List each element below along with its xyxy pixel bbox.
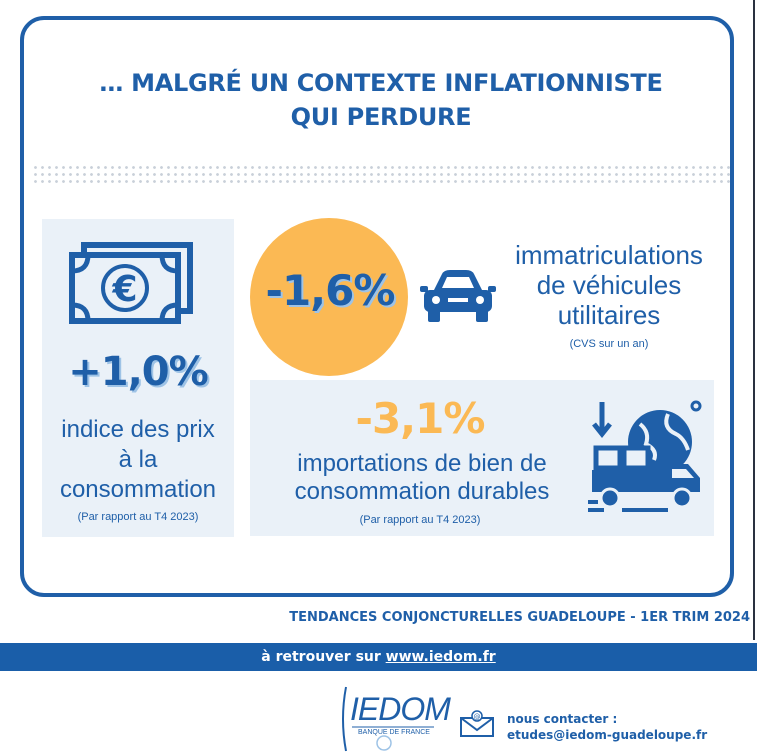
cpi-label: indice des prix à la consommation bbox=[42, 415, 234, 505]
vehicles-note: (CVS sur un an) bbox=[569, 338, 649, 350]
vehicles-label-line-1: immatriculations bbox=[515, 240, 703, 270]
website-banner: à retrouver sur www.iedom.fr bbox=[0, 643, 757, 671]
cpi-label-line-1: indice des prix bbox=[61, 416, 215, 443]
svg-text:€: € bbox=[111, 269, 137, 310]
logo-text: IEDOM bbox=[350, 691, 451, 727]
dotted-separator bbox=[32, 164, 732, 186]
publication-title: TENDANCES CONJONCTURELLES GUADELOUPE - 1… bbox=[289, 610, 750, 625]
cpi-label-line-3: consommation bbox=[59, 476, 217, 503]
imports-value: -3,1% bbox=[355, 394, 486, 443]
vehicles-label-line-2: de véhicules bbox=[536, 270, 682, 300]
website-link[interactable]: www.iedom.fr bbox=[385, 649, 496, 665]
contact-block: nous contacter : etudes@iedom-guadeloupe… bbox=[507, 711, 707, 743]
euro-banknote-icon: € bbox=[69, 242, 193, 324]
imports-label: importations de bien de consommation dur… bbox=[250, 450, 594, 506]
vehicles-label-line-3: utilitaires bbox=[557, 300, 661, 330]
vehicles-value: -1,6% bbox=[265, 266, 396, 315]
globe-truck-icon bbox=[588, 400, 702, 512]
cpi-note: (Par rapport au T4 2023) bbox=[77, 511, 199, 523]
imports-label-line-1: importations de bien de bbox=[297, 450, 547, 477]
imports-label-line-2: consommation durables bbox=[294, 478, 550, 505]
vehicles-label: immatriculations de véhicules utilitaire… bbox=[494, 240, 724, 330]
infographic-card: … MALGRÉ UN CONTEXTE INFLATIONNISTE QUI … bbox=[20, 16, 734, 597]
vehicles-circle bbox=[250, 218, 408, 376]
email-icon: @ bbox=[460, 710, 494, 737]
logo-mark-icon bbox=[342, 686, 434, 752]
imports-panel: -3,1% importations de bien de consommati… bbox=[250, 380, 714, 536]
imports-note: (Par rapport au T4 2023) bbox=[359, 514, 481, 526]
cpi-value: +1,0% bbox=[68, 349, 208, 395]
headline: … MALGRÉ UN CONTEXTE INFLATIONNISTE QUI … bbox=[24, 66, 738, 134]
cpi-label-line-2: à la bbox=[118, 446, 158, 473]
iedom-logo: IEDOM BANQUE DE FRANCE bbox=[322, 683, 451, 753]
cpi-panel: € +1,0% indice des prix à la consommatio… bbox=[42, 219, 234, 537]
logo-subtitle: BANQUE DE FRANCE bbox=[358, 729, 430, 736]
headline-line-2: QUI PERDURE bbox=[290, 103, 472, 131]
contact-label: nous contacter : bbox=[507, 712, 618, 726]
car-icon bbox=[420, 270, 496, 322]
headline-line-1: … MALGRÉ UN CONTEXTE INFLATIONNISTE bbox=[99, 69, 663, 97]
page-edge-rule bbox=[753, 0, 755, 640]
banner-prefix: à retrouver sur bbox=[261, 649, 386, 665]
svg-text:@: @ bbox=[474, 713, 481, 721]
contact-email[interactable]: etudes@iedom-guadeloupe.fr bbox=[507, 728, 708, 742]
